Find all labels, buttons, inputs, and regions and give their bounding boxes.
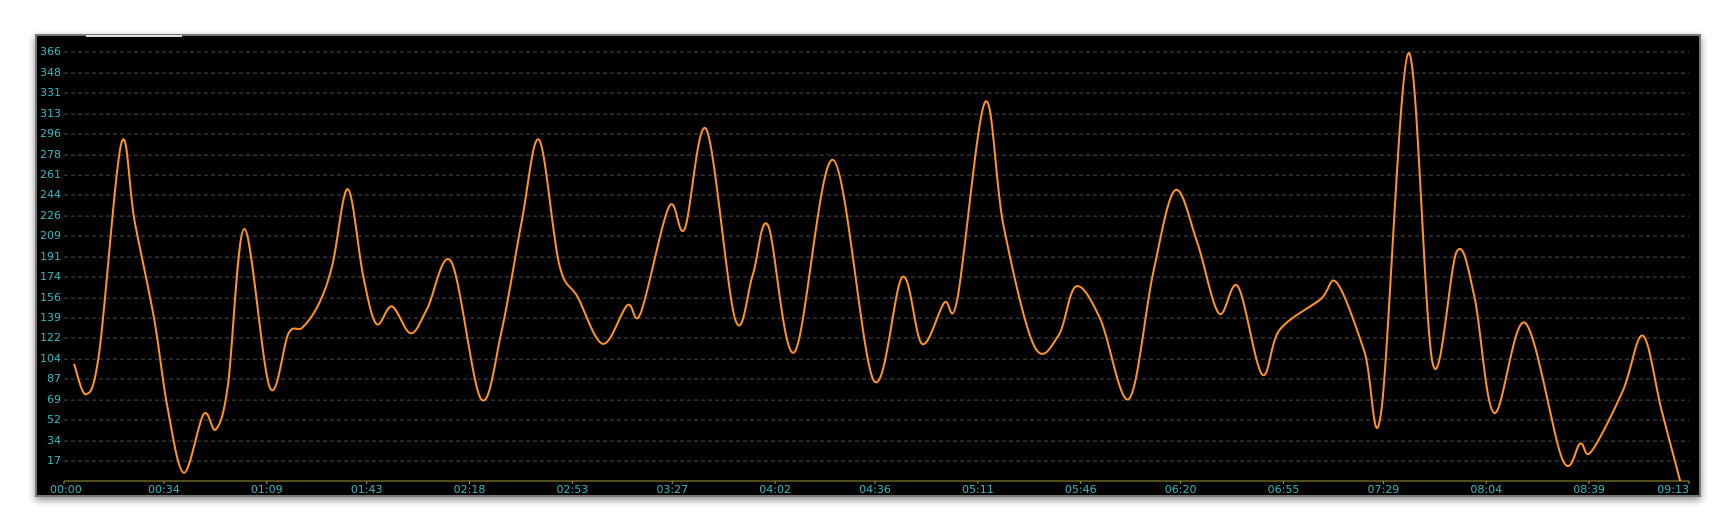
x-tick-label: 01:09 — [251, 483, 283, 496]
x-tick-label: 05:11 — [962, 483, 994, 496]
y-tick-label: 244 — [40, 188, 61, 201]
x-tick-label: 00:34 — [148, 483, 180, 496]
y-tick-label: 34 — [47, 434, 61, 447]
x-tick-label: 04:36 — [859, 483, 891, 496]
y-tick-label: 87 — [47, 372, 61, 385]
y-tick-label: 296 — [40, 127, 61, 140]
x-tick-label: 08:39 — [1573, 483, 1605, 496]
x-tick-label: 07:29 — [1368, 483, 1400, 496]
y-tick-label: 122 — [40, 331, 61, 344]
x-tick-label: 05:46 — [1065, 483, 1097, 496]
x-tick-label: 08:04 — [1470, 483, 1502, 496]
x-tick-label: 06:20 — [1165, 483, 1197, 496]
x-tick-label: 03:27 — [656, 483, 688, 496]
x-tick-label: 06:55 — [1268, 483, 1300, 496]
x-tick-label: 01:43 — [351, 483, 383, 496]
y-tick-label: 156 — [40, 291, 61, 304]
x-tick-label: 02:18 — [454, 483, 486, 496]
y-tick-label: 139 — [40, 311, 61, 324]
y-tick-label: 69 — [47, 393, 61, 406]
y-tick-label: 52 — [47, 413, 61, 426]
y-tick-label: 366 — [40, 45, 61, 58]
y-tick-label: 226 — [40, 209, 61, 222]
x-tick-label: 02:53 — [557, 483, 589, 496]
data-line — [73, 52, 1682, 482]
y-tick-label: 209 — [40, 229, 61, 242]
x-tick-label: 09:13 — [1657, 483, 1689, 496]
y-tick-label: 174 — [40, 270, 61, 283]
y-tick-label: 104 — [40, 352, 61, 365]
x-tick-label: 00:00 — [50, 483, 82, 496]
x-tick-label: 04:02 — [759, 483, 791, 496]
y-tick-label: 278 — [40, 148, 61, 161]
y-tick-label: 331 — [40, 86, 61, 99]
y-tick-label: 261 — [40, 168, 61, 181]
y-tick-label: 348 — [40, 66, 61, 79]
plot-area: 17 34 52 69 87 104 122 139 156 174 191 209 226 244 261… — [40, 45, 1690, 496]
y-tick-label: 191 — [40, 250, 61, 263]
y-tick-label: 313 — [40, 107, 61, 120]
chart-frame — [35, 34, 1701, 497]
y-tick-label: 17 — [47, 454, 61, 467]
